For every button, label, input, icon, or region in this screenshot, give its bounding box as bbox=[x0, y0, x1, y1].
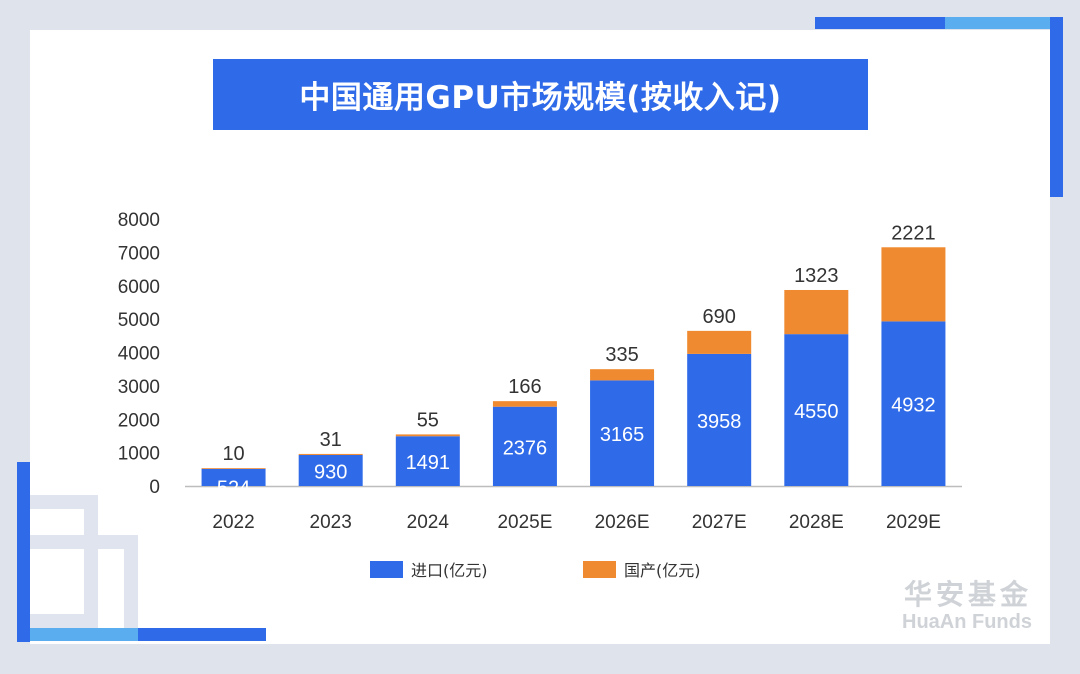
y-tick-label: 6000 bbox=[118, 277, 160, 298]
x-tick-label: 2024 bbox=[407, 512, 450, 533]
x-tick-label: 2027E bbox=[692, 512, 747, 533]
x-tick-label: 2029E bbox=[886, 512, 941, 533]
bar-import bbox=[201, 468, 266, 486]
data-label-domestic: 1323 bbox=[794, 265, 839, 287]
y-tick-label: 1000 bbox=[118, 444, 160, 465]
corner-pattern-1 bbox=[30, 495, 98, 628]
legend-swatch-domestic bbox=[583, 560, 616, 578]
data-label-import: 4932 bbox=[891, 395, 936, 417]
bar-import bbox=[784, 334, 849, 486]
chart-title: 中国通用GPU市场规模(按收入记) bbox=[213, 59, 868, 130]
logo-text-cn: 华安基金 bbox=[903, 578, 1032, 611]
data-label-import: 1491 bbox=[406, 452, 451, 474]
y-tick-label: 0 bbox=[149, 477, 160, 498]
chart-panel bbox=[30, 30, 1050, 644]
bar-domestic bbox=[298, 453, 363, 455]
bar-domestic bbox=[492, 401, 557, 407]
data-label-import: 4550 bbox=[794, 401, 839, 423]
y-tick-label: 2000 bbox=[118, 410, 160, 431]
bar-import bbox=[492, 406, 557, 486]
bar-domestic bbox=[784, 289, 849, 335]
bar-import bbox=[590, 380, 655, 486]
top-right-accent-bar-light bbox=[945, 17, 1055, 29]
bar-import bbox=[687, 353, 752, 486]
data-label-domestic: 690 bbox=[703, 306, 736, 328]
bottom-left-accent-bar bbox=[138, 628, 266, 641]
bar-domestic bbox=[590, 369, 655, 381]
legend-label-import: 进口(亿元) bbox=[411, 561, 488, 580]
bar-import bbox=[881, 321, 946, 486]
data-label-import: 3958 bbox=[697, 411, 742, 433]
x-tick-label: 2028E bbox=[789, 512, 844, 533]
bottom-left-accent-bar-light bbox=[30, 628, 138, 641]
data-label-domestic: 2221 bbox=[891, 222, 936, 244]
bar-domestic bbox=[881, 247, 946, 322]
y-tick-label: 8000 bbox=[118, 210, 160, 231]
data-label-domestic: 10 bbox=[222, 443, 244, 465]
data-label-domestic: 31 bbox=[320, 429, 342, 451]
x-tick-label: 2025E bbox=[497, 512, 552, 533]
y-tick-label: 3000 bbox=[118, 377, 160, 398]
x-tick-label: 2026E bbox=[595, 512, 650, 533]
bar-domestic bbox=[687, 330, 752, 354]
legend-item-import: 进口(亿元) bbox=[370, 557, 488, 581]
data-label-domestic: 166 bbox=[508, 376, 541, 398]
x-tick-label: 2022 bbox=[212, 512, 254, 533]
data-label-import: 930 bbox=[314, 461, 347, 483]
x-tick-label: 2023 bbox=[310, 512, 352, 533]
data-label-domestic: 55 bbox=[417, 409, 439, 431]
y-tick-label: 7000 bbox=[118, 243, 160, 264]
legend-item-domestic: 国产(亿元) bbox=[583, 557, 701, 581]
data-label-import: 3165 bbox=[600, 424, 645, 446]
bar-import bbox=[395, 436, 460, 486]
y-tick-label: 5000 bbox=[118, 310, 160, 331]
top-right-accent-bar bbox=[815, 17, 945, 29]
bar-import bbox=[298, 454, 363, 486]
bar-domestic bbox=[201, 468, 266, 469]
data-label-import: 2376 bbox=[503, 437, 548, 459]
data-label-import: 524 bbox=[217, 478, 250, 500]
right-accent-bar bbox=[1050, 17, 1063, 197]
data-label-domestic: 335 bbox=[605, 344, 638, 366]
bar-domestic bbox=[395, 434, 460, 437]
y-tick-label: 4000 bbox=[118, 344, 160, 365]
left-accent-bar bbox=[17, 462, 30, 642]
legend-label-domestic: 国产(亿元) bbox=[624, 561, 701, 580]
huaan-funds-logo: 华安基金 HuaAn Funds bbox=[902, 573, 1032, 634]
logo-text-en: HuaAn Funds bbox=[902, 611, 1032, 633]
legend-swatch-import bbox=[370, 560, 403, 578]
corner-pattern-2 bbox=[30, 535, 138, 628]
